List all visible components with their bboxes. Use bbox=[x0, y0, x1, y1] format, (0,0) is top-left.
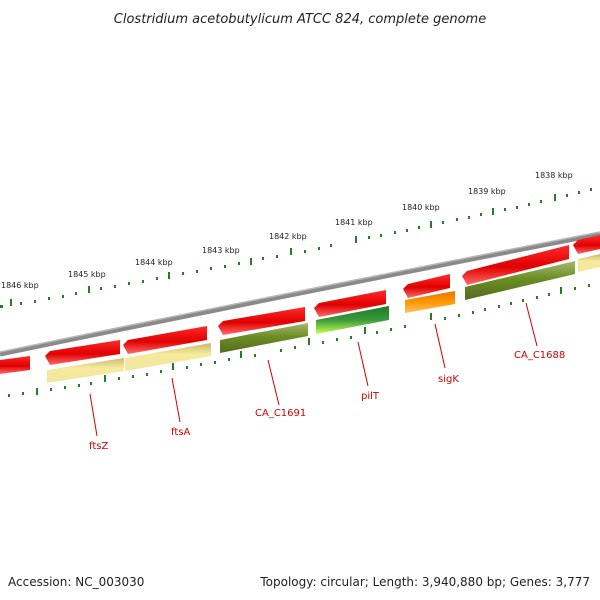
tick-label: 1845 kbp bbox=[68, 270, 106, 279]
cds-arrow bbox=[45, 340, 120, 365]
accession-text: Accession: NC_003030 bbox=[8, 575, 144, 589]
label-leaders bbox=[89, 302, 538, 437]
gene-label-ftsa: ftsA bbox=[171, 427, 190, 438]
feature-bar bbox=[578, 254, 600, 272]
cds-arrow bbox=[314, 290, 386, 317]
cds-arrow bbox=[462, 245, 569, 285]
tick-label: 1843 kbp bbox=[202, 246, 240, 255]
genome-summary-text: Topology: circular; Length: 3,940,880 bp… bbox=[259, 575, 590, 589]
tick-label: 1842 kbp bbox=[269, 232, 307, 241]
forward-cds-track bbox=[0, 235, 600, 374]
gene-label-ftsz: ftsZ bbox=[89, 441, 108, 452]
feature-bar bbox=[316, 306, 389, 334]
feature-bar bbox=[220, 323, 308, 353]
tick-labels: 1846 kbp 1845 kbp 1844 kbp 1843 kbp 1842… bbox=[1, 171, 573, 290]
gene-label-sigk: sigK bbox=[438, 374, 459, 385]
feature-bar bbox=[47, 358, 124, 383]
genome-backbone-highlight bbox=[0, 231, 600, 353]
feature-bar bbox=[125, 343, 211, 371]
map-title: Clostridium acetobutylicum ATCC 824, com… bbox=[114, 12, 486, 27]
tick-label: 1840 kbp bbox=[402, 203, 440, 212]
genome-backbone bbox=[0, 231, 600, 357]
feature-track bbox=[47, 254, 600, 383]
cds-arrow bbox=[0, 356, 30, 374]
tick-label: 1844 kbp bbox=[135, 258, 173, 267]
tick-label: 1841 kbp bbox=[335, 218, 373, 227]
tick-label: 1838 kbp bbox=[535, 171, 573, 180]
tick-label: 1846 kbp bbox=[1, 281, 39, 290]
cds-arrow bbox=[573, 235, 600, 254]
gene-label-ca-c1691: CA_C1691 bbox=[255, 408, 306, 419]
feature-bar bbox=[405, 291, 455, 313]
tick-label: 1839 kbp bbox=[468, 187, 506, 196]
gene-label-ca-c1688: CA_C1688 bbox=[514, 350, 565, 361]
gene-label-pilt: pilT bbox=[361, 391, 380, 402]
inner-tick-track bbox=[8, 284, 590, 397]
outer-tick-track bbox=[0, 188, 592, 308]
cds-arrow bbox=[403, 274, 450, 298]
cds-arrow bbox=[123, 326, 207, 354]
cds-arrow bbox=[218, 307, 305, 335]
gene-labels: ftsZ ftsA CA_C1691 pilT sigK CA_C1688 bbox=[89, 350, 565, 452]
feature-bar bbox=[465, 261, 575, 300]
